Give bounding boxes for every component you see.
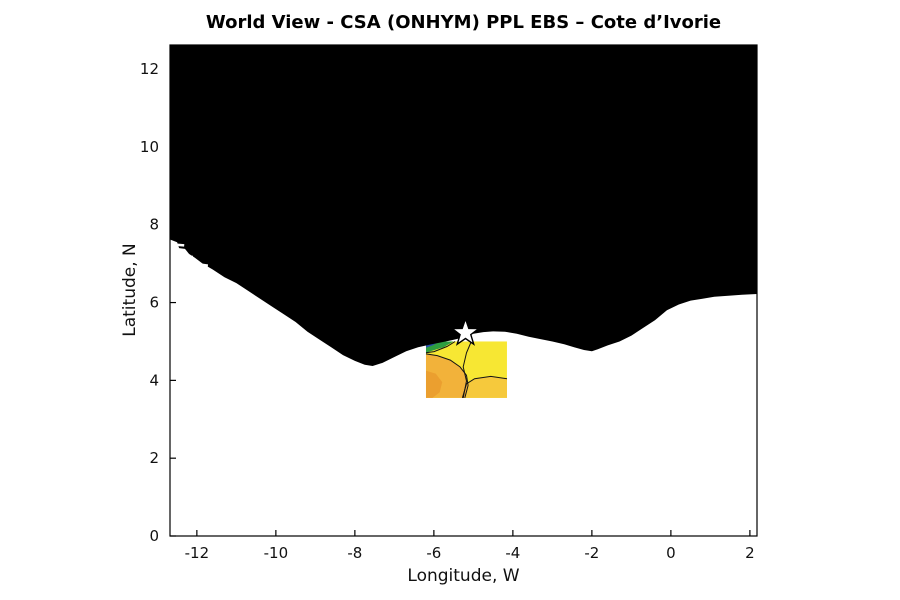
contour-green-edge <box>425 341 456 354</box>
x-tick-label: -4 <box>505 544 520 562</box>
x-tick-label: 0 <box>666 544 676 562</box>
x-tick-label: -6 <box>426 544 441 562</box>
axes-box <box>169 44 758 537</box>
star-marker <box>450 316 481 346</box>
x-tick-label: 2 <box>745 544 755 562</box>
y-tick-label: 6 <box>149 294 159 312</box>
x-tick-label: -12 <box>185 544 210 562</box>
y-tick-label: 10 <box>140 138 159 156</box>
y-tick-label: 8 <box>149 216 159 234</box>
land-region <box>170 45 757 366</box>
coast-inlet <box>198 263 209 267</box>
y-tick-label: 12 <box>140 60 159 78</box>
contour-orange-yellow <box>425 353 469 399</box>
contour-region-orange-deep <box>426 370 443 398</box>
license-block <box>425 341 508 399</box>
contour-region-orange-light-right <box>462 376 507 398</box>
y-tick-label: 2 <box>149 449 159 467</box>
coast-inlet <box>177 254 193 259</box>
x-tick-label: -8 <box>347 544 362 562</box>
plot-title: World View - CSA (ONHYM) PPL EBS – Cote … <box>205 12 722 33</box>
contour-right <box>461 375 508 399</box>
y-tick-label: 0 <box>149 527 159 545</box>
x-tick-label: -10 <box>264 544 289 562</box>
x-axis-label: Longitude, W <box>407 566 520 586</box>
coast-inlet <box>170 242 185 247</box>
y-tick-label: 4 <box>149 371 159 389</box>
plot-area <box>170 45 757 399</box>
x-tick-label: -2 <box>584 544 599 562</box>
